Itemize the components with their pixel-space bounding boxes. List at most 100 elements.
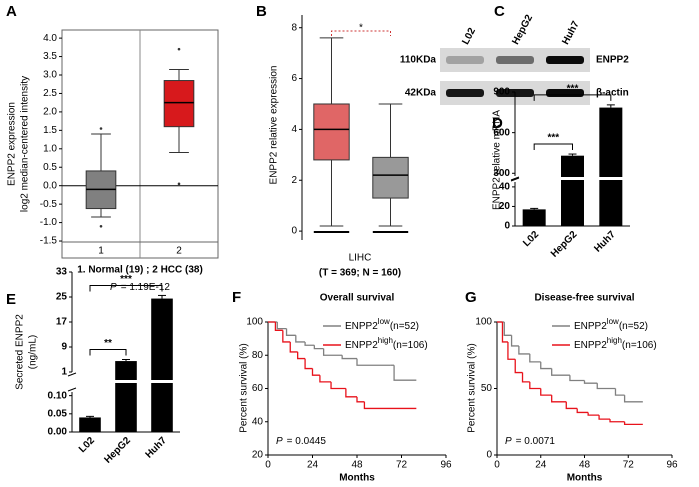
significance-bracket xyxy=(533,94,612,101)
survival-step xyxy=(609,419,625,423)
survival-step xyxy=(540,361,552,370)
panel-letter: A xyxy=(6,3,17,20)
legend-label: ENPP2high(n=106) xyxy=(574,336,657,351)
legend-superscript: low xyxy=(378,317,390,326)
y-tick-label: -0.5 xyxy=(40,199,58,210)
x-axis-label: 1. Normal (19) ; 2 HCC (38) xyxy=(77,265,203,276)
panel-letter: D xyxy=(492,115,503,132)
y-axis-label: Secreted ENPP2 xyxy=(15,314,26,390)
legend-label: ENPP2low(n=52) xyxy=(345,317,419,332)
survival-step xyxy=(295,335,306,343)
y-axis-label: ENPP2 expression xyxy=(7,102,18,186)
x-tick-label: L02 xyxy=(77,435,97,455)
axis-break-gap xyxy=(560,177,585,180)
panel-letter: E xyxy=(6,291,16,308)
y-tick-label: 20 xyxy=(252,450,264,461)
survival-step xyxy=(529,353,541,363)
box xyxy=(372,156,409,199)
band-name: ENPP2 xyxy=(596,55,629,66)
y-tick-label: 8 xyxy=(291,22,297,33)
survival-step xyxy=(596,383,616,390)
survival-step xyxy=(565,401,578,410)
y-tick-label: 17 xyxy=(56,317,68,328)
x-axis-label: Months xyxy=(339,473,375,484)
panel-letter: F xyxy=(232,289,241,306)
x-tick-label: 1 xyxy=(98,246,104,257)
x-tick-label: Huh7 xyxy=(592,229,618,255)
significance: ** xyxy=(104,338,112,349)
blot-band xyxy=(546,56,584,64)
y-tick-label: 0 xyxy=(504,221,510,232)
bar xyxy=(115,361,137,432)
y-tick-label: 4.0 xyxy=(43,33,57,44)
y-tick-label: -1.0 xyxy=(40,217,58,228)
box xyxy=(163,80,195,128)
legend-label: ENPP2high(n=106) xyxy=(345,336,428,351)
survival-step xyxy=(540,388,552,396)
panel-letter: B xyxy=(256,3,267,20)
survival-step xyxy=(313,345,324,350)
x-tick-label: Huh7 xyxy=(144,435,170,461)
y-tick-label: 0.10 xyxy=(48,390,68,401)
legend-suffix: (n=52) xyxy=(619,321,648,332)
bar xyxy=(599,107,623,226)
survival-step xyxy=(623,395,643,403)
x-tick-label: 48 xyxy=(579,460,591,471)
chart-title: Disease-free survival xyxy=(534,293,634,304)
significance-bracket xyxy=(89,349,127,356)
y-axis-label: Percent survival (%) xyxy=(239,343,250,432)
survival-step xyxy=(356,396,365,403)
survival-step xyxy=(514,359,523,374)
significance: *** xyxy=(567,84,579,95)
y-tick-label: 40 xyxy=(252,416,264,427)
y-tick-label: 600 xyxy=(493,127,510,138)
legend-name: ENPP2 xyxy=(574,321,607,332)
y-tick-label: 60 xyxy=(252,383,264,394)
survival-step xyxy=(363,401,417,410)
survival-step xyxy=(345,388,357,398)
p-number: = 0.0071 xyxy=(516,436,556,447)
panel-letter: C xyxy=(494,3,505,20)
significance: *** xyxy=(120,274,132,285)
y-axis-label: log2 median-centered intensity xyxy=(20,76,31,212)
x-tick-label: L02 xyxy=(521,229,541,249)
p-value: P = 0.0445 xyxy=(276,436,326,447)
legend-suffix: (n=106) xyxy=(393,340,428,351)
survival-step xyxy=(330,381,346,390)
y-tick-label: 1 xyxy=(61,367,67,378)
band-size: 42KDa xyxy=(405,88,437,99)
survival-step xyxy=(322,348,343,356)
axis-break xyxy=(510,177,520,182)
p-value: P = 1.19E-12 xyxy=(110,282,170,293)
p-value: P = 0.0071 xyxy=(505,436,555,447)
survival-step xyxy=(551,395,567,403)
y-tick-label: 300 xyxy=(493,168,510,179)
survival-step xyxy=(503,322,512,336)
outlier xyxy=(177,182,181,186)
bar xyxy=(151,298,173,432)
lane-label: L02 xyxy=(460,26,478,47)
x-tick-label: HepG2 xyxy=(549,229,580,260)
axis-break-gap xyxy=(598,177,624,180)
x-tick-label: 96 xyxy=(440,460,452,471)
legend-label: ENPP2low(n=52) xyxy=(574,317,648,332)
y-tick-label: 50 xyxy=(481,383,493,394)
survival-step xyxy=(304,358,313,370)
x-tick-label: HepG2 xyxy=(102,435,133,466)
survival-step xyxy=(276,322,287,330)
y-tick-label: 100 xyxy=(246,317,263,328)
survival-step xyxy=(289,341,298,353)
chart-title: Overall survival xyxy=(320,293,395,304)
lane-label: Huh7 xyxy=(560,19,582,47)
p-number: = 0.0445 xyxy=(287,436,327,447)
x-tick-label: 2 xyxy=(176,246,182,257)
y-tick-label: 80 xyxy=(252,350,264,361)
survival-step xyxy=(569,375,585,382)
axis-break xyxy=(67,387,77,392)
legend-suffix: (n=52) xyxy=(390,321,419,332)
legend-superscript: high xyxy=(378,336,393,345)
bar xyxy=(522,209,546,226)
subtitle: (T = 369; N = 160) xyxy=(319,268,401,279)
y-tick-label: -1.5 xyxy=(40,236,58,247)
y-tick-label: 0.00 xyxy=(48,427,68,438)
